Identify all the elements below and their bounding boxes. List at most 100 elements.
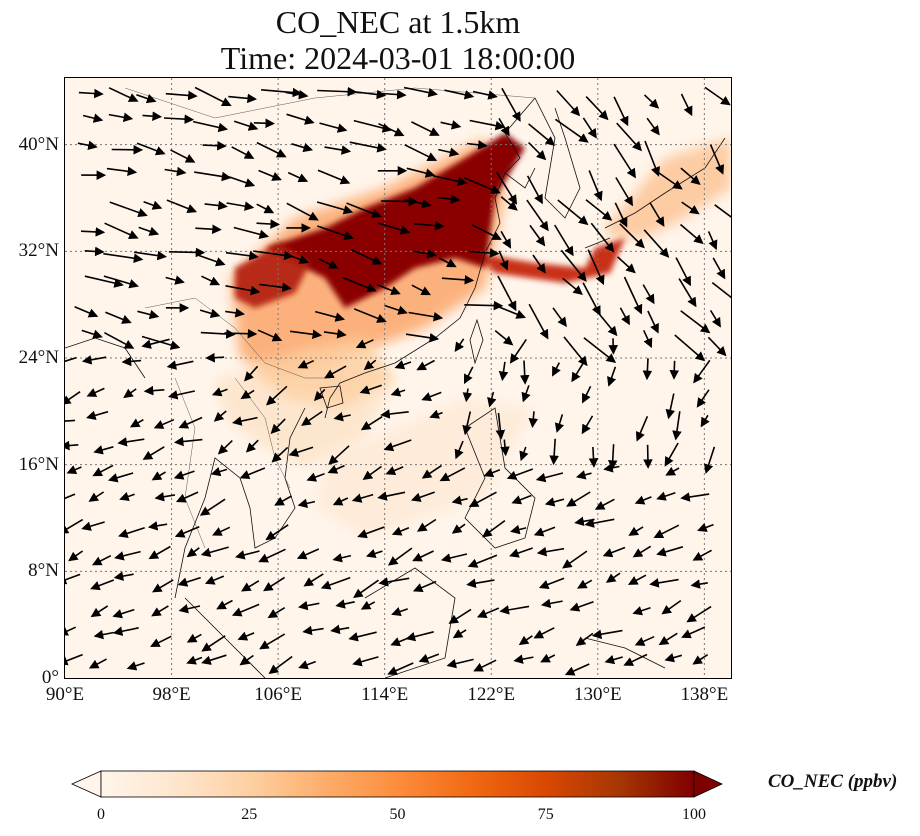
wind-arrow bbox=[138, 226, 160, 236]
wind-arrow bbox=[258, 548, 286, 563]
lat-tick-label: 8°N bbox=[28, 560, 59, 582]
map-panel bbox=[65, 78, 731, 678]
wind-arrow bbox=[498, 250, 509, 271]
wind-arrow bbox=[233, 120, 259, 131]
wind-arrow bbox=[91, 554, 112, 566]
wind-arrow bbox=[575, 632, 594, 646]
wind-arrow bbox=[575, 470, 592, 480]
wind-arrow bbox=[77, 140, 98, 151]
wind-arrow bbox=[552, 307, 567, 328]
wind-arrow bbox=[377, 222, 411, 235]
wind-arrow bbox=[429, 409, 443, 419]
wind-arrow bbox=[680, 93, 693, 117]
wind-arrow bbox=[439, 467, 466, 482]
wind-arrow bbox=[350, 248, 383, 265]
wind-arrow bbox=[707, 231, 718, 251]
colorbar-label: CO_NEC (ppbv) bbox=[768, 771, 898, 792]
wind-arrow bbox=[540, 598, 563, 609]
co-light-haze-south bbox=[315, 398, 535, 538]
wind-arrow bbox=[240, 389, 255, 400]
lat-tick-label: 40°N bbox=[18, 133, 59, 155]
wind-arrow bbox=[675, 257, 691, 287]
wind-arrow bbox=[349, 141, 387, 153]
wind-arrow bbox=[454, 338, 465, 353]
wind-arrow bbox=[302, 625, 324, 636]
wind-arrow bbox=[643, 229, 670, 258]
wind-arrow bbox=[700, 414, 710, 428]
wind-arrow bbox=[86, 387, 105, 397]
wind-arrow bbox=[692, 549, 712, 561]
wind-arrow bbox=[665, 393, 675, 420]
wind-arrow bbox=[704, 446, 716, 474]
wind-arrow bbox=[165, 275, 185, 285]
wind-arrow bbox=[408, 311, 444, 322]
wind-arrow bbox=[118, 527, 145, 539]
wind-arrow bbox=[291, 142, 314, 153]
wind-arrow bbox=[201, 275, 221, 286]
wind-arrow bbox=[212, 526, 231, 536]
wind-arrow bbox=[359, 384, 382, 395]
wind-arrow bbox=[476, 607, 500, 619]
wind-arrow bbox=[241, 580, 260, 592]
wind-arrow bbox=[413, 248, 438, 259]
wind-arrow bbox=[582, 385, 592, 404]
wind-arrow bbox=[421, 391, 442, 402]
wind-arrow bbox=[463, 176, 501, 194]
wind-arrow bbox=[199, 498, 226, 516]
wind-arrow bbox=[201, 654, 227, 665]
wind-arrow bbox=[201, 635, 226, 652]
wind-arrow bbox=[261, 87, 303, 98]
lon-tick-label: 90°E bbox=[45, 684, 85, 705]
wind-arrow bbox=[239, 467, 266, 480]
border-china-north bbox=[124, 87, 536, 119]
wind-arrow bbox=[119, 491, 135, 502]
wind-arrow bbox=[405, 631, 434, 642]
wind-arrow bbox=[136, 94, 157, 104]
wind-arrow bbox=[265, 524, 289, 541]
wind-arrow bbox=[352, 656, 379, 667]
wind-arrow bbox=[560, 249, 587, 282]
colorbar-extend-max bbox=[693, 770, 723, 798]
wind-arrow bbox=[390, 387, 406, 397]
wind-arrow bbox=[239, 654, 254, 666]
wind-arrow bbox=[271, 446, 289, 463]
wind-arrow bbox=[320, 576, 351, 590]
wind-arrow bbox=[421, 464, 442, 479]
wind-arrow bbox=[235, 550, 260, 560]
wind-arrow bbox=[649, 202, 665, 227]
lat-tick-label: 32°N bbox=[18, 240, 59, 262]
wind-arrow bbox=[594, 498, 615, 510]
wind-arrow bbox=[103, 275, 139, 289]
wind-arrow bbox=[267, 607, 286, 619]
wind-arrow bbox=[501, 87, 521, 122]
wind-arrow bbox=[604, 654, 623, 665]
wind-arrow bbox=[108, 87, 139, 102]
wind-arrow bbox=[451, 495, 468, 505]
wind-arrow bbox=[411, 284, 432, 296]
wind-arrow bbox=[112, 608, 135, 619]
wind-arrow bbox=[152, 579, 174, 593]
wind-arrow bbox=[195, 253, 226, 267]
wind-arrow bbox=[163, 114, 195, 124]
wind-arrow bbox=[233, 226, 270, 239]
wind-arrow bbox=[136, 142, 166, 156]
wind-arrow bbox=[526, 175, 543, 205]
wind-arrow bbox=[109, 201, 148, 218]
wind-arrow bbox=[468, 491, 497, 508]
wind-arrow bbox=[301, 410, 323, 426]
wind-arrow bbox=[632, 545, 652, 558]
wind-arrow bbox=[438, 147, 460, 157]
wind-arrow bbox=[649, 578, 679, 588]
wind-arrow bbox=[665, 466, 680, 476]
wind-arrow bbox=[353, 308, 387, 323]
wind-arrow bbox=[664, 442, 679, 467]
wind-arrow bbox=[540, 653, 556, 663]
wind-arrow bbox=[148, 545, 171, 560]
wind-arrow bbox=[623, 653, 648, 666]
wind-arrow bbox=[413, 220, 445, 231]
wind-arrow bbox=[482, 519, 506, 538]
wind-arrow bbox=[86, 410, 109, 420]
wind-arrow bbox=[500, 439, 510, 457]
wind-arrow bbox=[318, 258, 339, 269]
wind-arrow bbox=[224, 328, 258, 339]
